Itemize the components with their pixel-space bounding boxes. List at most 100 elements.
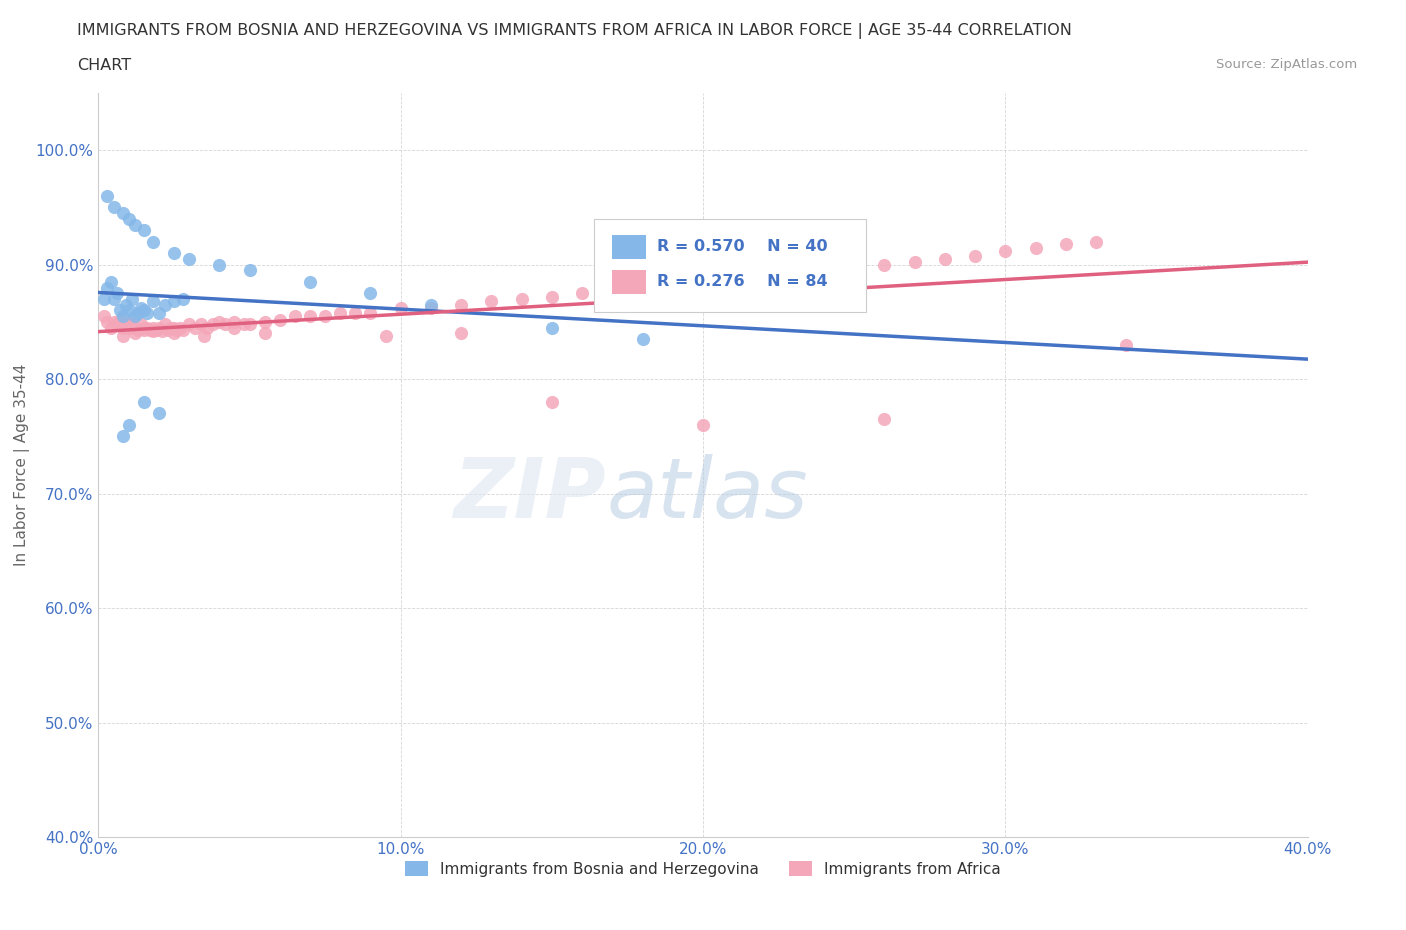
Point	[783, 266, 806, 281]
Point	[156, 323, 179, 338]
Point	[420, 298, 443, 312]
Point	[179, 251, 201, 266]
Point	[111, 429, 134, 444]
Point	[314, 309, 336, 324]
Point	[172, 292, 194, 307]
Point	[145, 323, 167, 338]
Point	[96, 280, 118, 295]
Point	[111, 309, 134, 324]
Point	[132, 320, 155, 335]
Point	[1115, 338, 1137, 352]
Point	[153, 317, 176, 332]
Point	[124, 326, 146, 340]
Point	[360, 286, 382, 300]
Point	[105, 317, 128, 332]
Point	[132, 394, 155, 409]
Point	[96, 189, 118, 204]
Point	[132, 323, 155, 338]
Point	[195, 320, 218, 335]
Point	[420, 300, 443, 315]
Point	[374, 328, 396, 343]
Point	[224, 320, 246, 335]
Point	[184, 320, 207, 335]
Point	[873, 258, 896, 272]
Point	[142, 294, 165, 309]
Point	[103, 314, 125, 329]
Point	[1085, 234, 1108, 249]
Point	[692, 274, 714, 289]
Point	[121, 292, 143, 307]
Point	[163, 294, 186, 309]
Point	[163, 320, 186, 335]
Point	[299, 274, 322, 289]
Point	[132, 303, 155, 318]
Point	[135, 320, 157, 335]
Point	[93, 292, 115, 307]
Point	[1054, 236, 1077, 251]
Point	[114, 317, 136, 332]
Point	[118, 314, 141, 329]
Point	[111, 320, 134, 335]
Point	[571, 286, 593, 300]
Point	[148, 320, 170, 335]
Point	[1024, 240, 1046, 255]
Point	[153, 298, 176, 312]
Text: ZIP: ZIP	[454, 454, 606, 536]
Point	[150, 324, 173, 339]
Point	[111, 328, 134, 343]
Point	[239, 317, 262, 332]
Point	[510, 292, 533, 307]
Point	[127, 323, 149, 338]
Point	[129, 300, 152, 315]
Point	[103, 200, 125, 215]
Point	[224, 314, 246, 329]
Point	[214, 317, 236, 332]
Point	[142, 234, 165, 249]
Point	[389, 300, 412, 315]
Text: CHART: CHART	[77, 58, 131, 73]
Point	[179, 317, 201, 332]
Point	[934, 251, 956, 266]
Point	[299, 309, 322, 324]
Point	[661, 278, 683, 293]
Point	[160, 320, 183, 335]
Text: R = 0.570    N = 40: R = 0.570 N = 40	[657, 239, 828, 254]
Bar	[613, 270, 647, 294]
Point	[96, 314, 118, 329]
Point	[450, 326, 472, 340]
FancyBboxPatch shape	[595, 219, 866, 312]
Point	[142, 320, 165, 335]
Point	[124, 320, 146, 335]
Text: Source: ZipAtlas.com: Source: ZipAtlas.com	[1216, 58, 1357, 71]
Point	[904, 255, 927, 270]
Point	[100, 274, 122, 289]
Point	[127, 305, 149, 320]
Point	[118, 418, 141, 432]
Point	[135, 305, 157, 320]
Point	[540, 320, 562, 335]
Point	[813, 263, 835, 278]
Point	[844, 259, 866, 274]
Bar	[613, 235, 647, 259]
Point	[202, 317, 225, 332]
Point	[284, 309, 307, 324]
Text: R = 0.276    N = 84: R = 0.276 N = 84	[657, 273, 828, 288]
Point	[723, 271, 745, 286]
Point	[994, 244, 1017, 259]
Point	[118, 320, 141, 335]
Point	[965, 248, 987, 263]
Point	[631, 280, 654, 295]
Point	[481, 294, 503, 309]
Point	[111, 206, 134, 220]
Point	[139, 323, 162, 338]
Point	[103, 292, 125, 307]
Point	[118, 303, 141, 318]
Point	[121, 317, 143, 332]
Text: IMMIGRANTS FROM BOSNIA AND HERZEGOVINA VS IMMIGRANTS FROM AFRICA IN LABOR FORCE : IMMIGRANTS FROM BOSNIA AND HERZEGOVINA V…	[77, 23, 1073, 39]
Point	[253, 326, 276, 340]
Point	[114, 298, 136, 312]
Point	[873, 412, 896, 427]
Point	[631, 332, 654, 347]
Point	[329, 305, 352, 320]
Point	[124, 309, 146, 324]
